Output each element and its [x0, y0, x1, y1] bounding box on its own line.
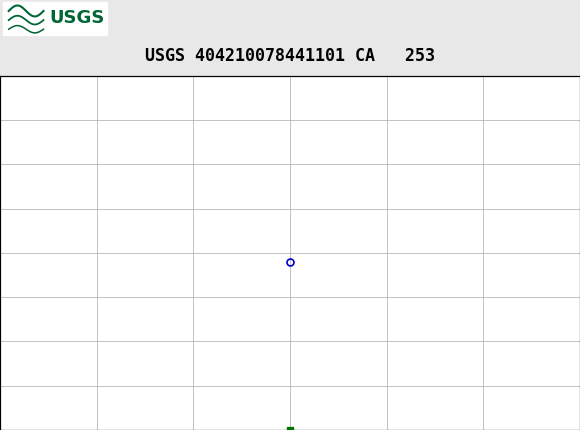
Text: USGS: USGS	[49, 9, 104, 27]
Text: USGS 404210078441101 CA   253: USGS 404210078441101 CA 253	[145, 47, 435, 65]
FancyBboxPatch shape	[3, 2, 107, 35]
